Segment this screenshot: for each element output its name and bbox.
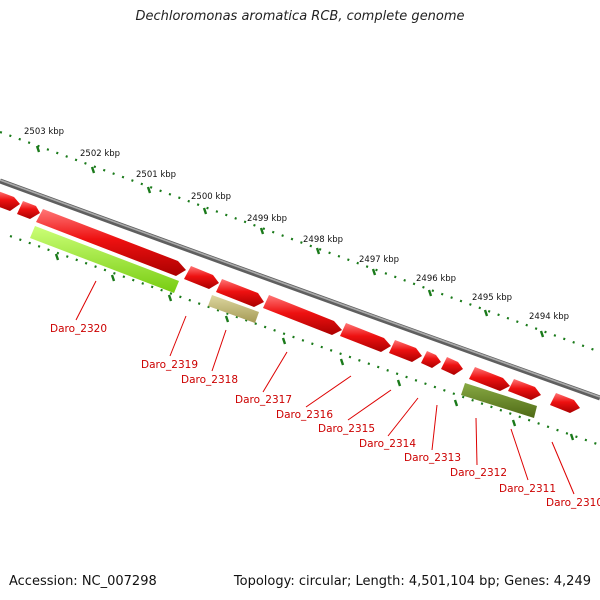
gene-label[interactable]: Daro_2318: [181, 374, 238, 386]
gene-box-olive[interactable]: [461, 383, 537, 418]
accession-text: Accession: NC_007298: [9, 574, 157, 589]
kbp-2499: 2499 kbp: [247, 214, 287, 235]
kbp-tick-track: [0, 130, 600, 354]
gene-arrow[interactable]: [36, 209, 186, 276]
gene-arrow[interactable]: [389, 340, 422, 362]
gene-arrow[interactable]: [17, 201, 40, 219]
gene-label[interactable]: Daro_2319: [141, 359, 198, 371]
gene-arrow[interactable]: [216, 279, 264, 307]
gene-arrow[interactable]: [184, 266, 219, 289]
gene-label[interactable]: Daro_2312: [450, 467, 507, 479]
gene-label[interactable]: Daro_2315: [318, 423, 375, 435]
genome-stats-text: Topology: circular; Length: 4,501,104 bp…: [233, 574, 591, 589]
kbp-2503: 2503 kbp: [24, 127, 64, 153]
gene-box-khaki[interactable]: [208, 295, 259, 323]
kbp-scale: 2503 kbp 2502 kbp 2501 kbp 2500 kbp 2499…: [24, 127, 569, 338]
kbp-2500: 2500 kbp: [191, 192, 231, 215]
kbp-label: 2496 kbp: [416, 274, 456, 284]
gene-label[interactable]: Daro_2314: [359, 438, 416, 450]
gene-arrow[interactable]: [550, 393, 580, 413]
highlight-track: [30, 226, 537, 418]
kbp-2498: 2498 kbp: [303, 235, 343, 255]
lower-tick-track: [9, 234, 600, 447]
kbp-2495: 2495 kbp: [472, 293, 512, 317]
kbp-label: 2498 kbp: [303, 235, 343, 245]
kbp-label: 2494 kbp: [529, 312, 569, 322]
gene-label[interactable]: Daro_2316: [276, 409, 333, 421]
kbp-2494: 2494 kbp: [529, 312, 569, 338]
kbp-label: 2502 kbp: [80, 149, 120, 159]
kbp-2502: 2502 kbp: [80, 149, 120, 174]
gene-arrow[interactable]: [508, 379, 541, 400]
kbp-label: 2501 kbp: [136, 170, 176, 180]
kbp-label: 2499 kbp: [247, 214, 287, 224]
kbp-2501: 2501 kbp: [136, 170, 176, 194]
gene-arrow[interactable]: [263, 295, 342, 335]
kbp-label: 2500 kbp: [191, 192, 231, 202]
kbp-label: 2497 kbp: [359, 255, 399, 265]
gene-labels: Daro_2320 Daro_2319 Daro_2318 Daro_2317 …: [50, 323, 600, 509]
forward-gene-track: [0, 191, 580, 413]
gene-label[interactable]: Daro_2317: [235, 394, 292, 406]
gene-arrow[interactable]: [469, 367, 510, 391]
gene-label[interactable]: Daro_2313: [404, 452, 461, 464]
gene-arrow[interactable]: [441, 357, 463, 375]
gene-label[interactable]: Daro_2320: [50, 323, 107, 335]
gene-arrow[interactable]: [340, 323, 391, 352]
kbp-2496: 2496 kbp: [416, 274, 456, 297]
kbp-2497: 2497 kbp: [359, 255, 399, 276]
gene-arrow[interactable]: [421, 351, 441, 368]
genome-backbone: [0, 178, 600, 401]
gene-box-light-green[interactable]: [30, 226, 179, 293]
gene-leader-lines: [75, 280, 575, 495]
gene-arrow[interactable]: [0, 191, 20, 211]
gene-label[interactable]: Daro_2311: [499, 483, 556, 495]
kbp-label: 2495 kbp: [472, 293, 512, 303]
genome-title: Dechloromonas aromatica RCB, complete ge…: [135, 9, 465, 24]
kbp-label: 2503 kbp: [24, 127, 64, 137]
gene-label[interactable]: Daro_2310: [546, 497, 600, 509]
